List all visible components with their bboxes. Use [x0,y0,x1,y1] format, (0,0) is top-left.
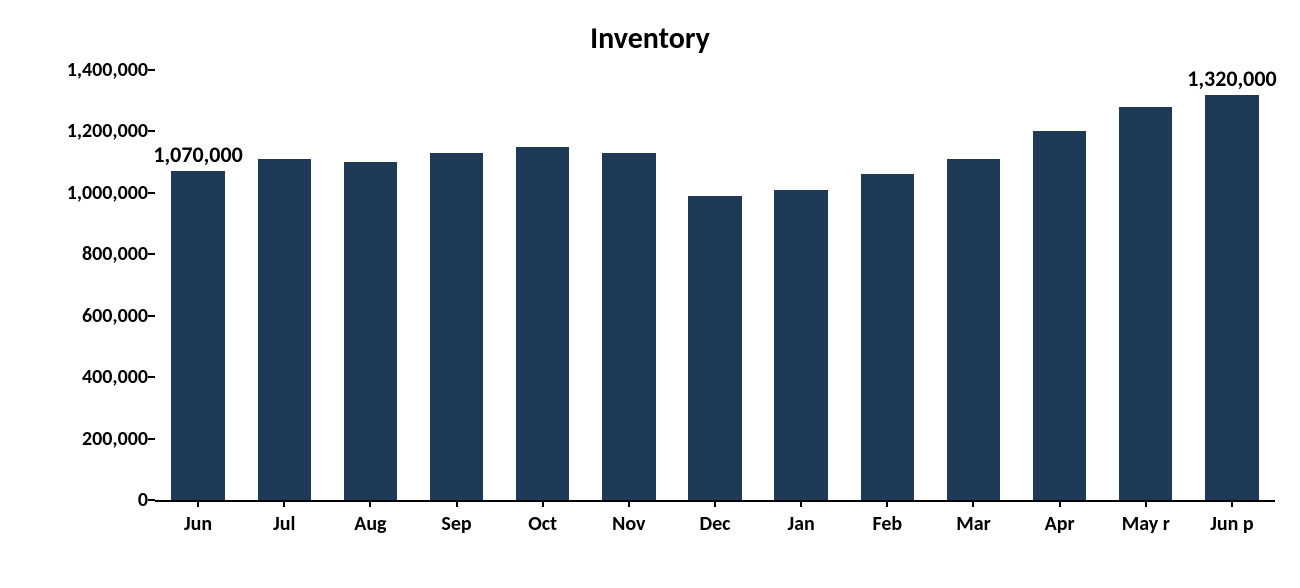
x-tick-mark [456,500,458,507]
x-tick-label: Mar [956,512,990,536]
x-tick-mark [1059,500,1061,507]
bar-data-label: 1,070,000 [153,141,242,168]
y-tick-mark [148,130,155,132]
bar [1119,107,1172,500]
y-tick-label: 600,000 [82,304,148,328]
chart-title: Inventory [0,20,1300,57]
bar [1205,95,1258,500]
y-tick-mark [148,69,155,71]
x-tick-mark [628,500,630,507]
x-tick-label: Nov [612,512,645,536]
y-tick-label: 200,000 [82,427,148,451]
x-tick-mark [886,500,888,507]
bar [171,171,224,500]
y-tick-label: 1,200,000 [67,119,148,143]
x-tick-mark [197,500,199,507]
x-tick-label: Jun p [1210,512,1253,536]
bar [602,153,655,500]
y-axis: 0200,000400,000600,000800,0001,000,0001,… [0,70,150,500]
x-tick-label: May r [1122,512,1170,536]
x-tick-label: Aug [354,512,386,536]
bars-container [155,70,1275,500]
y-tick-mark [148,438,155,440]
x-tick-label: Jan [788,512,815,536]
x-tick-mark [542,500,544,507]
bar [516,147,569,500]
y-tick-label: 800,000 [82,242,148,266]
x-tick-label: Jun [184,512,212,536]
y-tick-mark [148,499,155,501]
bar [774,190,827,500]
bar [947,159,1000,500]
x-tick-label: Feb [872,512,902,536]
y-tick-mark [148,192,155,194]
x-tick-label: Dec [699,512,730,536]
bar [688,196,741,500]
inventory-bar-chart: Inventory 0 200,000 400,000 600,000 800,000 1… [0,0,1300,588]
y-tick-label: 1,000,000 [67,181,148,205]
x-tick-label: Apr [1045,512,1075,536]
bar-data-label: 1,320,000 [1187,65,1276,92]
y-tick-mark [148,376,155,378]
x-tick-mark [714,500,716,507]
y-tick-label: 400,000 [82,365,148,389]
x-tick-mark [972,500,974,507]
x-tick-label: Jul [273,512,295,536]
x-tick-mark [369,500,371,507]
x-axis: Jun Jul Aug Sep Oct Nov Dec Jan Feb Mar Apr May r Ju… [155,506,1275,546]
x-tick-mark [1145,500,1147,507]
bar [258,159,311,500]
y-tick-mark [148,315,155,317]
plot-area [155,70,1275,502]
bar [430,153,483,500]
x-tick-mark [283,500,285,507]
x-tick-label: Oct [528,512,557,536]
y-tick-label: 1,400,000 [67,58,148,82]
x-tick-label: Sep [441,512,471,536]
x-tick-mark [1231,500,1233,507]
y-tick-label: 0 [138,488,148,512]
bar [344,162,397,500]
y-tick-mark [148,253,155,255]
bar [1033,131,1086,500]
x-tick-mark [800,500,802,507]
bar [861,174,914,500]
